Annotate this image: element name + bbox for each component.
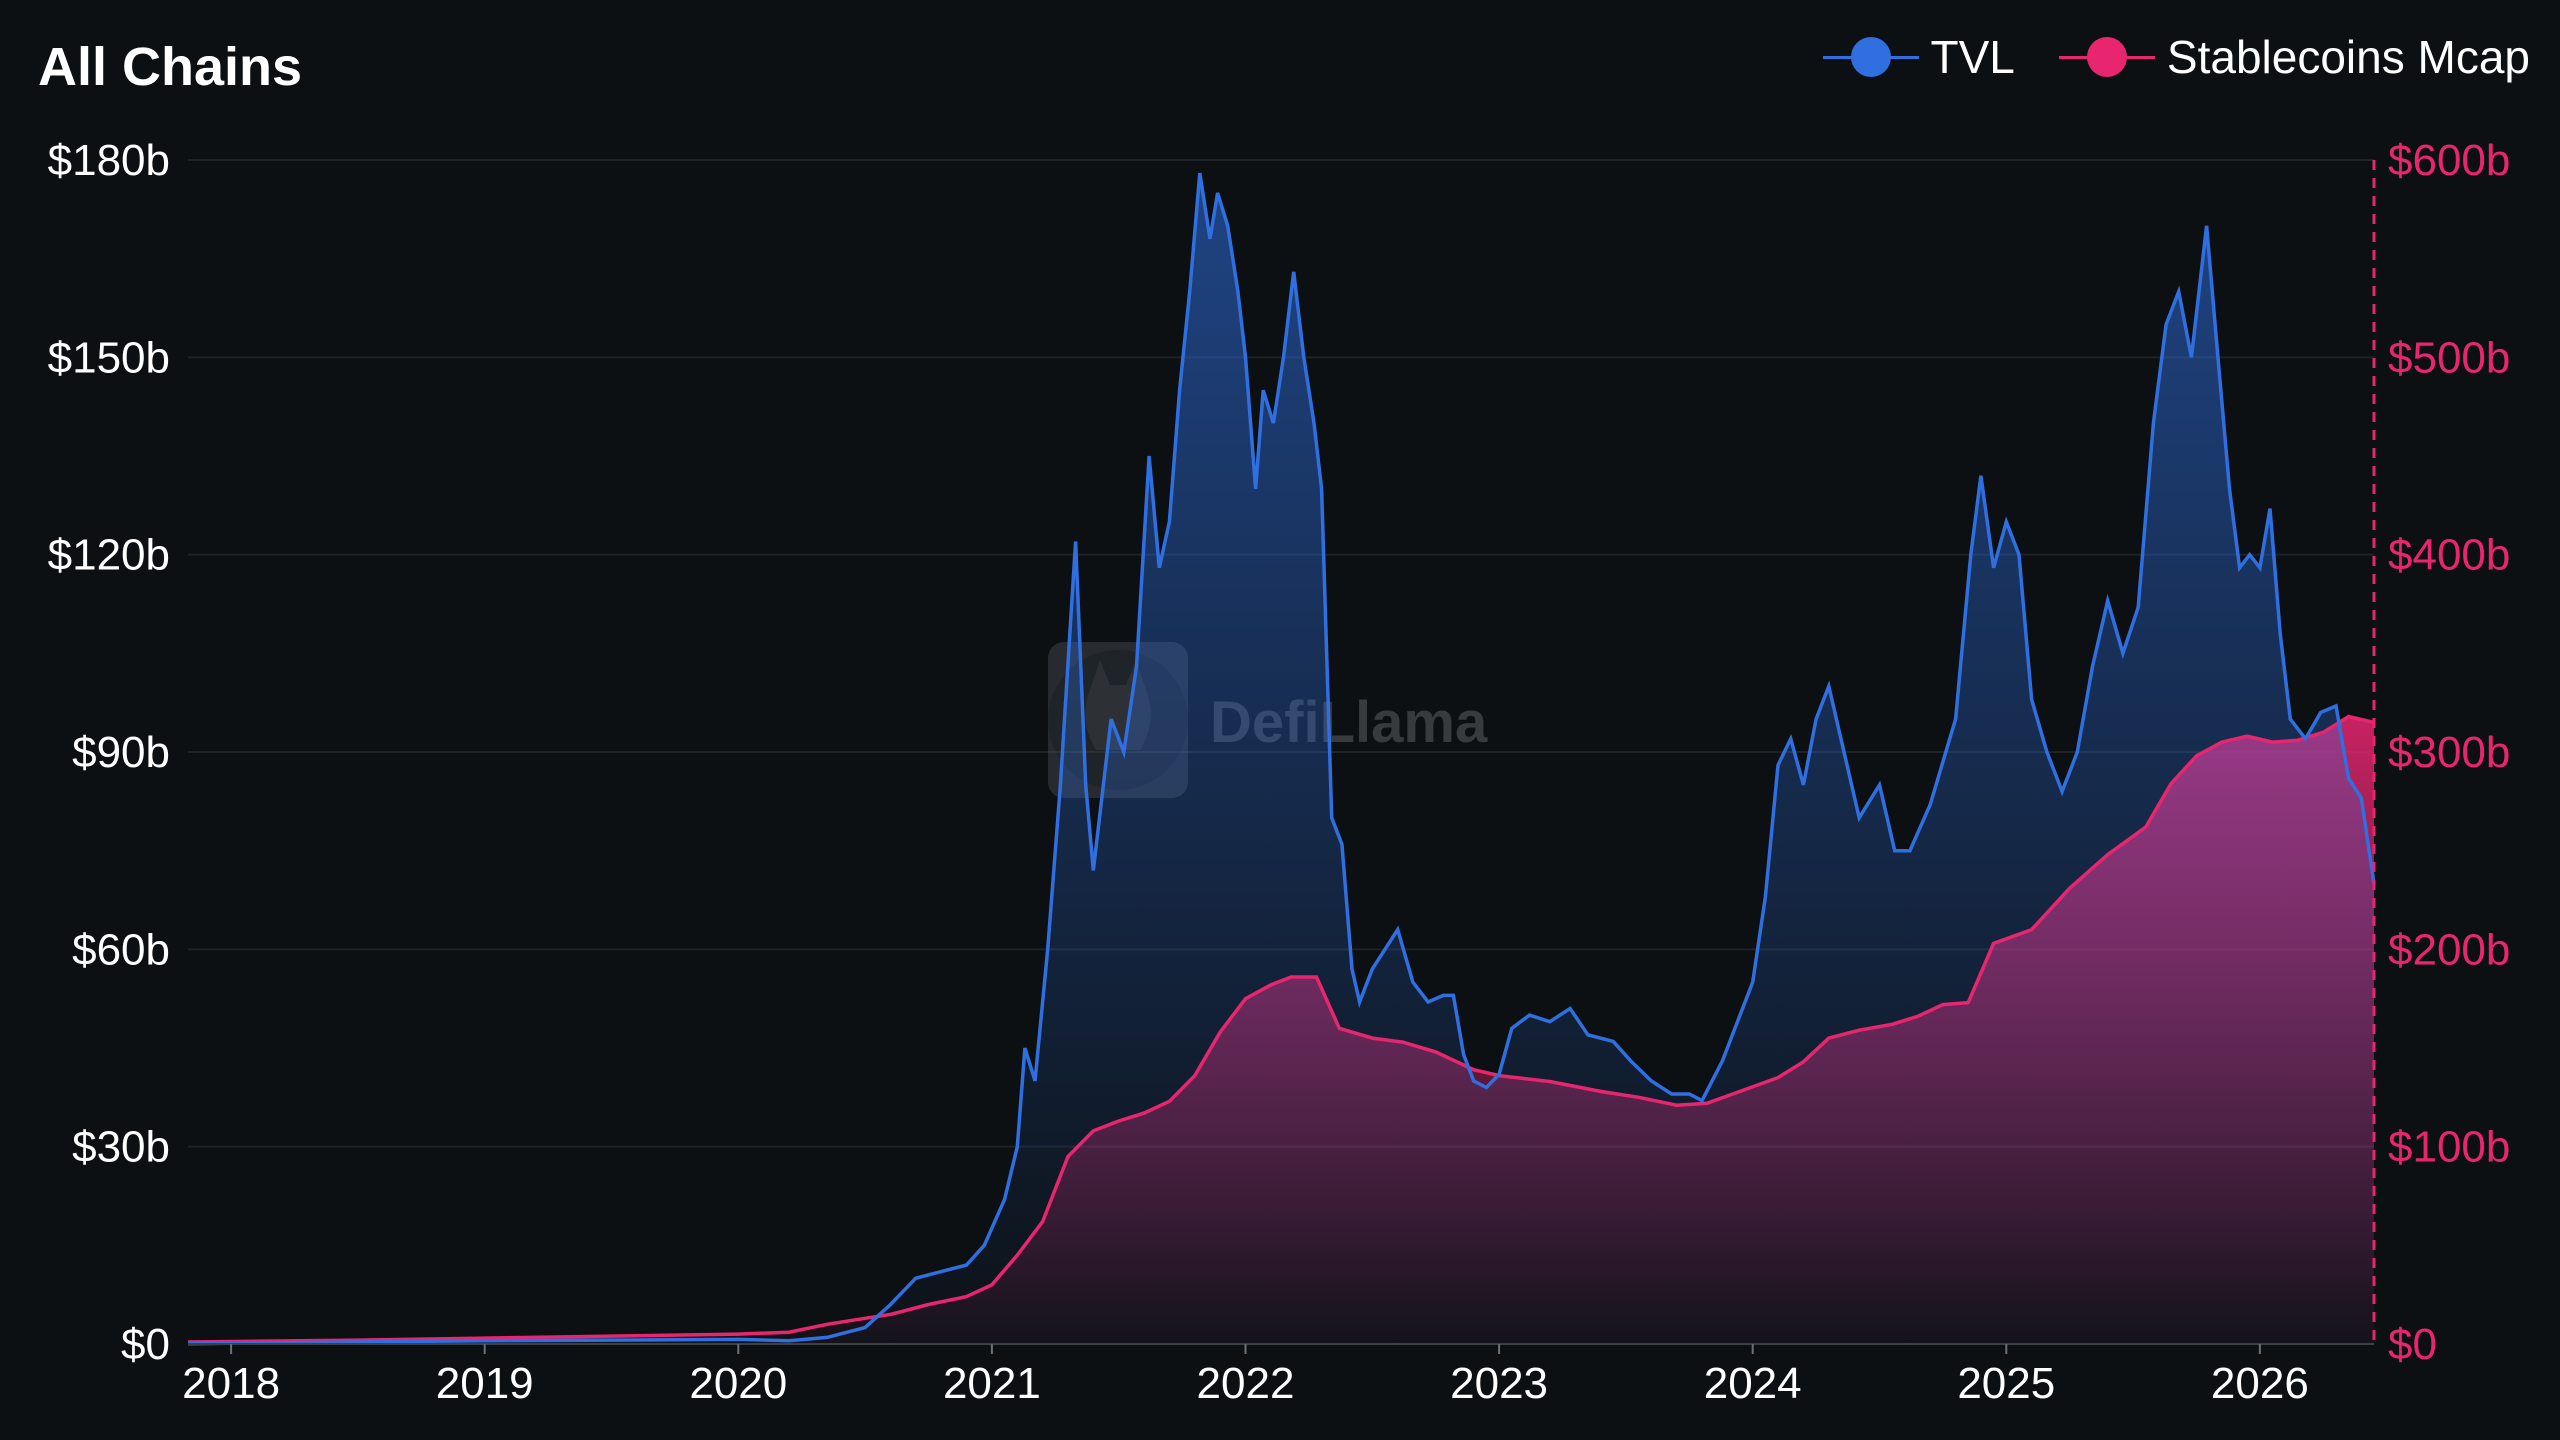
y-left-tick-label: $90b [72, 728, 170, 777]
series-layer [187, 172, 2376, 1346]
y-left-tick-label: $150b [48, 333, 170, 382]
y-right-tick-label: $200b [2388, 925, 2510, 974]
legend-label-stablecoins: Stablecoins Mcap [2166, 31, 2530, 83]
x-tick-label: 2024 [1704, 1359, 1802, 1408]
tvl-line [187, 172, 2376, 1346]
legend-label-tvl: TVL [1930, 31, 2015, 83]
y-left-tick-label: $0 [121, 1320, 170, 1369]
x-tick-label: 2026 [2211, 1359, 2309, 1408]
y-right-tick-label: $600b [2388, 136, 2510, 185]
legend: TVL Stablecoins Mcap [1822, 30, 2530, 84]
y-right-tick-label: $300b [2388, 728, 2510, 777]
y-right-tick-label: $0 [2388, 1320, 2437, 1369]
chart-title: All Chains [38, 37, 303, 97]
stablecoins-line [187, 714, 2375, 1344]
legend-item-tvl[interactable]: TVL [1822, 30, 2015, 84]
y-left-tick-label: $120b [48, 531, 170, 580]
legend-item-stablecoins[interactable]: Stablecoins Mcap [2058, 30, 2530, 84]
x-tick-label: 2019 [436, 1359, 534, 1408]
stablecoins-legend-marker-icon [2058, 37, 2155, 77]
y-right-tick-label: $500b [2388, 333, 2510, 382]
y-left-tick-label: $180b [48, 136, 170, 185]
x-tick-label: 2020 [689, 1359, 787, 1408]
y-left-tick-label: $30b [72, 1123, 170, 1172]
y-right-tick-label: $100b [2388, 1123, 2510, 1172]
y-right-tick-label: $400b [2388, 531, 2510, 580]
tvl-legend-marker-icon [1822, 37, 1919, 77]
x-tick-label: 2022 [1197, 1359, 1295, 1408]
axes: $0 $30b $60b $90b $120b $150b $180b $0 $100b $200… [48, 136, 2511, 1408]
x-tick-label: 2018 [182, 1359, 280, 1408]
x-tick-label: 2021 [943, 1359, 1041, 1408]
x-tick-label: 2025 [1957, 1359, 2055, 1408]
tvl-area [188, 173, 2374, 1345]
x-tick-label: 2023 [1450, 1359, 1548, 1408]
y-left-tick-label: $60b [72, 925, 170, 974]
